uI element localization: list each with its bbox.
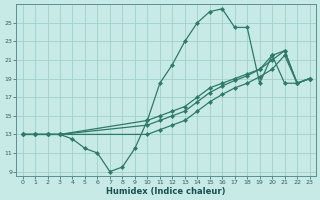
- X-axis label: Humidex (Indice chaleur): Humidex (Indice chaleur): [106, 187, 226, 196]
